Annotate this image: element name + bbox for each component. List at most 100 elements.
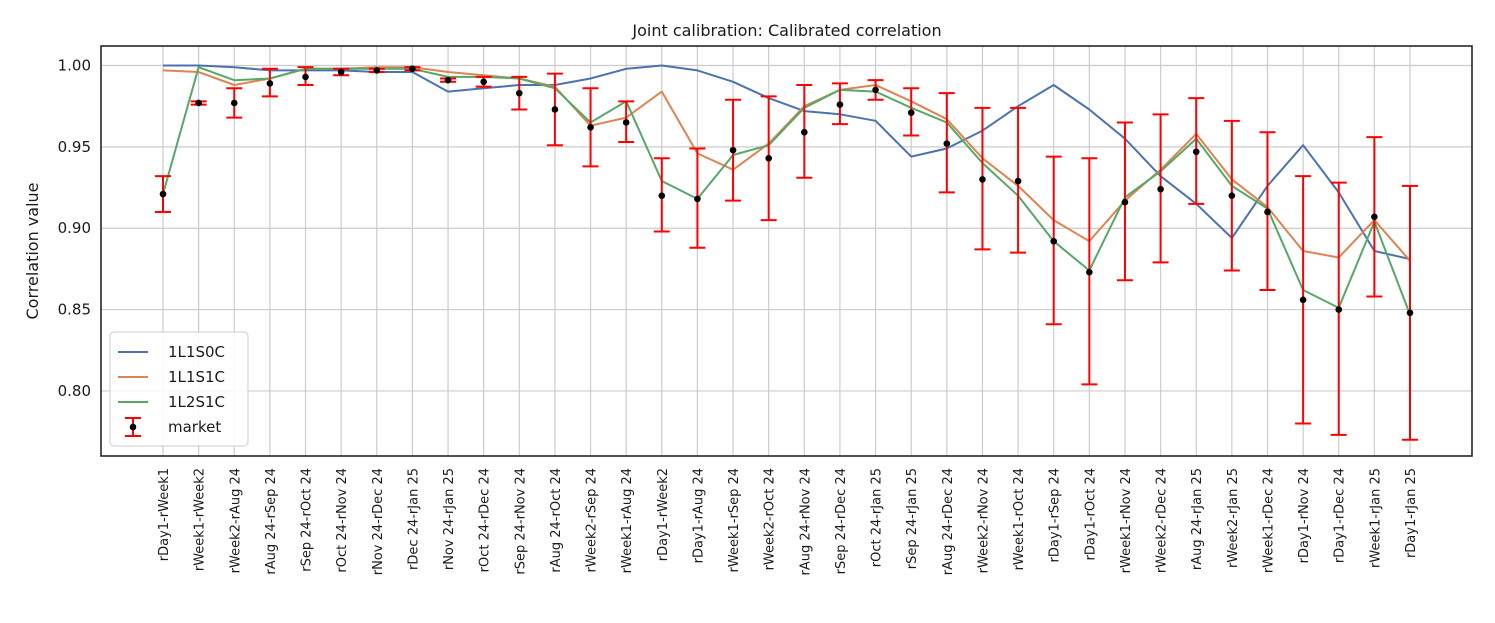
market-point [480, 78, 487, 86]
x-tick-label: rWeek2-rOct 24 [763, 468, 778, 570]
market-point-group [725, 98, 742, 202]
x-tick-label: rDay1-rJan 25 [1404, 468, 1419, 558]
x-tick-label: rDay1-rSep 24 [1048, 468, 1063, 563]
market-point [1086, 268, 1093, 276]
market-point [765, 154, 772, 162]
x-tick-label: rSep 24-rOct 24 [300, 468, 315, 572]
market-point-group [1010, 106, 1027, 254]
market-point [1157, 185, 1164, 193]
market-point [1299, 296, 1307, 304]
market-point-group [831, 82, 848, 126]
market-point [729, 146, 737, 154]
x-tick-label: rWeek2-rDec 24 [1155, 468, 1170, 573]
market-point-group [190, 99, 207, 107]
x-tick-label: rDay1-rNov 24 [1297, 468, 1312, 563]
legend-label-1L1S0C: 1L1S0C [168, 343, 225, 361]
x-tick-label: rWeek1-rOct 24 [1012, 468, 1027, 570]
legend: 1L1S0C 1L1S1C 1L2S1C market [109, 331, 249, 447]
legend-market-point [129, 423, 137, 431]
plot-frame [100, 45, 1473, 457]
market-point [1371, 213, 1378, 221]
legend-label-1L1S1C: 1L1S1C [168, 368, 225, 386]
x-tick-label: rOct 24-rNov 24 [335, 468, 350, 573]
market-point [1228, 192, 1236, 199]
x-tick-label: rAug 24-rNov 24 [798, 468, 813, 576]
x-tick-label: rAug 24-rDec 24 [941, 468, 956, 575]
y-tick-label: 0.80 [58, 382, 91, 400]
market-point-group [297, 66, 314, 87]
market-point [801, 128, 808, 136]
market-point-group [404, 65, 421, 73]
x-tick-label: rSep 24-rDec 24 [834, 468, 849, 574]
chart-title: Joint calibration: Calibrated correlatio… [631, 21, 941, 40]
market-point [907, 109, 915, 117]
y-tick-label: 1.00 [58, 57, 91, 75]
market-point [1050, 237, 1058, 245]
market-point [266, 80, 274, 87]
market-point-group [1402, 184, 1418, 441]
market-point-group [546, 72, 563, 147]
market-point-group [1081, 157, 1098, 386]
market-point-group [511, 75, 528, 111]
market-point-group [903, 87, 920, 137]
x-tick-label: rWeek2-rJan 25 [1226, 468, 1241, 568]
grid [101, 46, 1472, 456]
x-tick-label: rAug 24-rSep 24 [264, 468, 279, 575]
market-point-group [1116, 121, 1133, 282]
market-point [409, 65, 416, 73]
market-point [373, 67, 381, 74]
market-point [195, 99, 202, 107]
market-point [1264, 208, 1271, 216]
x-tick-label: rDay1-rOct 24 [1083, 468, 1098, 560]
market-point-group [333, 67, 350, 77]
market-point [1121, 198, 1129, 206]
market-point [872, 86, 879, 94]
market-point-group [155, 175, 171, 213]
market-point [1335, 306, 1343, 313]
y-tick-label: 0.95 [58, 138, 91, 156]
market-errorbars [155, 65, 1418, 441]
market-point-group [1295, 175, 1312, 425]
x-tick-label: rDay1-rWeek1 [157, 468, 172, 561]
market-point [515, 89, 523, 97]
market-point [551, 106, 559, 113]
market-point-group [475, 75, 492, 88]
market-point-group [261, 67, 278, 98]
x-tick-label: rWeek1-rAug 24 [620, 468, 635, 573]
market-point-group [368, 67, 385, 74]
market-point [836, 101, 844, 108]
x-tick-label: rAug 24-rJan 25 [1190, 468, 1205, 570]
market-point [622, 119, 630, 126]
market-point-group [1152, 113, 1169, 264]
market-point [230, 99, 238, 107]
series-line-1L1S0C [163, 64, 1411, 261]
market-point [1192, 148, 1200, 156]
market-point-group [226, 87, 243, 119]
x-tick-label: rWeek2-rAug 24 [228, 468, 243, 573]
x-tick-label: rWeek2-rSep 24 [585, 468, 600, 572]
market-point-group [689, 147, 706, 249]
market-point [444, 76, 452, 84]
x-tick-label: rDay1-rWeek2 [656, 468, 671, 561]
market-point [1014, 177, 1022, 185]
y-tick-label: 0.90 [58, 219, 91, 237]
x-tick-label: rWeek1-rJan 25 [1368, 468, 1383, 568]
market-point-group [1045, 155, 1062, 326]
x-tick-label: rOct 24-rJan 25 [870, 468, 885, 567]
market-point [587, 124, 594, 131]
series-lines [162, 64, 1411, 315]
series-line-1L1S1C [162, 66, 1411, 262]
market-point-group [1223, 119, 1240, 272]
y-tick-label: 0.85 [58, 301, 91, 319]
market-point-group [867, 79, 884, 101]
market-point [337, 68, 345, 76]
market-point-group [760, 95, 777, 222]
x-tick-label: rOct 24-rDec 24 [478, 468, 493, 572]
x-tick-label: rDay1-rDec 24 [1333, 468, 1348, 563]
x-tick-label: rWeek1-rDec 24 [1261, 468, 1276, 573]
axis-ticks: rDay1-rWeek1 rWeek1-rWeek2 rWeek2-rAug 24 r… [58, 57, 1419, 576]
market-point-group [1259, 131, 1276, 292]
market-point-group [1188, 97, 1205, 205]
x-tick-label: rWeek1-rWeek2 [193, 468, 208, 571]
market-point [302, 73, 309, 81]
